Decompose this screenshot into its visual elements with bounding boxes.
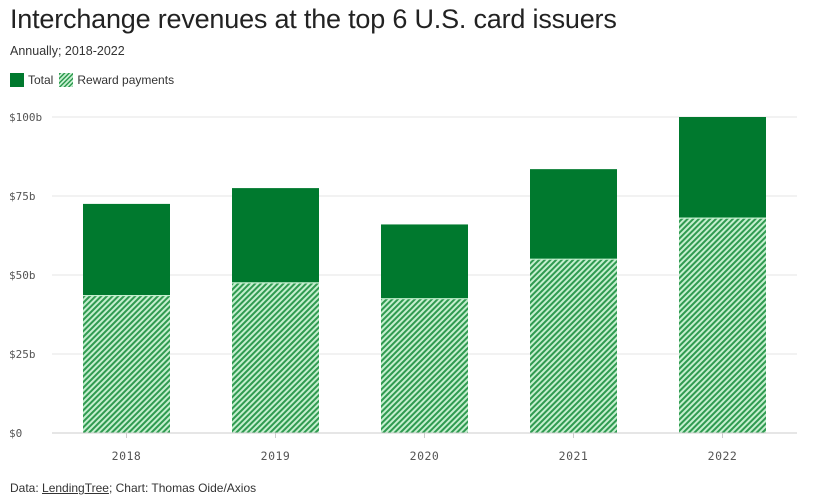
footer-source-link[interactable]: LendingTree xyxy=(42,481,109,495)
x-tick-label: 2021 xyxy=(559,449,589,463)
y-tick-label: $0 xyxy=(9,427,22,440)
bar-reward-2020 xyxy=(381,298,468,433)
bar-reward-2022 xyxy=(679,218,766,433)
legend-swatch-total xyxy=(10,73,24,87)
y-tick-label: $25b xyxy=(9,348,36,361)
chart-footer: Data: LendingTree; Chart: Thomas Oide/Ax… xyxy=(10,481,256,495)
bars-layer xyxy=(83,117,766,433)
footer-credit: ; Chart: Thomas Oide/Axios xyxy=(108,481,257,495)
x-tick-label: 2020 xyxy=(410,449,440,463)
y-tick-label: $100b xyxy=(9,111,42,124)
legend-item-total: Total xyxy=(10,73,53,87)
legend-item-reward: Reward payments xyxy=(59,73,174,87)
y-tick-label: $50b xyxy=(9,269,36,282)
legend-swatch-reward xyxy=(59,73,74,87)
x-tick-label: 2022 xyxy=(708,449,738,463)
x-tick-label: 2018 xyxy=(112,449,142,463)
footer-data-prefix: Data: xyxy=(10,481,43,495)
chart-subtitle: Annually; 2018-2022 xyxy=(10,44,125,58)
bar-reward-2018 xyxy=(83,295,170,433)
legend-label-reward: Reward payments xyxy=(77,73,175,87)
bar-reward-2021 xyxy=(530,259,617,433)
chart-title: Interchange revenues at the top 6 U.S. c… xyxy=(10,4,617,34)
axis-layer: $0 $25b $50b $75b $100b 2018 2019 2020 2021 2022 xyxy=(9,111,797,463)
legend-label-total: Total xyxy=(28,73,54,87)
x-tick-label: 2019 xyxy=(261,449,291,463)
bar-reward-2019 xyxy=(232,282,319,433)
chart-legend: Total Reward payments xyxy=(10,73,180,87)
y-tick-label: $75b xyxy=(9,190,36,203)
